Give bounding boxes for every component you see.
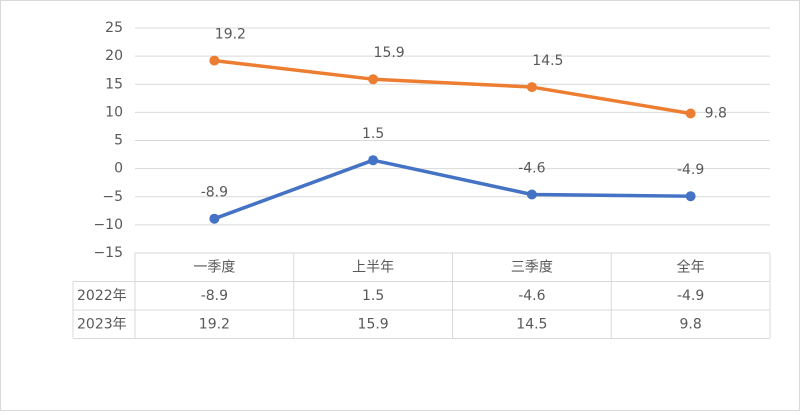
series-line [213, 158, 691, 221]
x-tick-label: 一季度 [193, 259, 235, 275]
data-label: 14.5 [532, 53, 563, 69]
data-label: 19.2 [215, 27, 246, 43]
y-tick-label: 20 [105, 48, 123, 64]
data-point [209, 55, 220, 66]
data-point [368, 155, 379, 166]
y-tick-label: 5 [114, 133, 123, 149]
y-tick-label: −15 [93, 245, 123, 261]
x-tick-label: 上半年 [352, 259, 394, 275]
data-label: -8.9 [201, 185, 228, 201]
data-label: 9.8 [705, 106, 727, 122]
table-cell: 1.5 [362, 288, 384, 304]
x-tick-label: 全年 [677, 258, 705, 275]
table-cell: -4.9 [677, 288, 704, 304]
data-point [526, 82, 537, 93]
data-point [209, 213, 220, 224]
legend-label: 2023年 [77, 316, 127, 332]
y-tick-label: 15 [105, 76, 123, 92]
y-tick-label: −5 [102, 189, 123, 205]
table-cell: 15.9 [358, 316, 389, 332]
table-cell: 9.8 [679, 316, 701, 332]
data-label: 15.9 [374, 45, 405, 61]
y-tick-label: 25 [105, 20, 123, 36]
data-point [368, 74, 379, 85]
series-line [214, 58, 691, 116]
y-tick-label: 10 [105, 104, 123, 120]
data-label: -4.6 [518, 161, 545, 177]
data-label: -4.9 [677, 162, 704, 178]
data-point [685, 108, 696, 119]
x-tick-label: 三季度 [511, 259, 553, 275]
table-cell: -4.6 [518, 288, 545, 304]
data-point [526, 189, 537, 200]
table-cell: -8.9 [201, 288, 228, 304]
table-cell: 14.5 [516, 316, 547, 332]
table-cell: 19.2 [199, 316, 230, 332]
data-label: 1.5 [362, 126, 384, 142]
y-tick-label: 0 [114, 161, 123, 177]
y-tick-label: −10 [93, 217, 123, 233]
data-point [685, 191, 696, 202]
legend-label: 2022年 [77, 288, 127, 304]
